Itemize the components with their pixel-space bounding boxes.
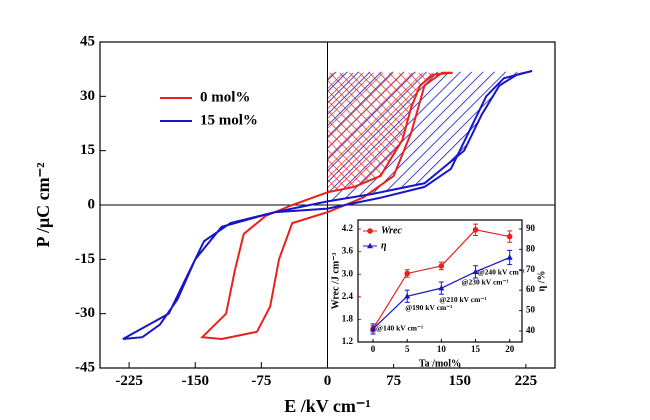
y-tick-label: -45 bbox=[75, 359, 95, 375]
y2-tick-label: 90 bbox=[526, 223, 536, 233]
legend-marker bbox=[367, 228, 373, 234]
x-axis-label: E /kV cm⁻¹ bbox=[284, 396, 371, 416]
x-tick-label: 225 bbox=[515, 373, 538, 389]
y-axis-label: Wrec /J cm⁻³ bbox=[330, 253, 341, 310]
x-tick-label: 0 bbox=[371, 344, 376, 354]
y2-tick-label: 60 bbox=[526, 284, 536, 294]
marker bbox=[438, 284, 445, 291]
x-tick-label: 5 bbox=[405, 344, 410, 354]
y-tick-label: 4.2 bbox=[342, 223, 354, 233]
legend-label: 15 mol% bbox=[200, 112, 258, 128]
annotation: @230 kV cm⁻¹ bbox=[462, 278, 509, 287]
y-tick-label: 3.0 bbox=[342, 268, 354, 278]
legend-label: Wrec bbox=[381, 225, 402, 236]
red-hatch bbox=[327, 72, 453, 193]
annotation: @190 kV cm⁻¹ bbox=[405, 303, 452, 312]
marker bbox=[472, 268, 479, 275]
marker bbox=[506, 233, 513, 240]
marker bbox=[438, 263, 445, 269]
y2-tick-label: 80 bbox=[526, 243, 536, 253]
y-tick-label: 30 bbox=[80, 88, 95, 104]
marker bbox=[370, 325, 377, 332]
series-line bbox=[122, 70, 533, 341]
y-tick-label: 2.4 bbox=[342, 291, 354, 301]
plot-frame bbox=[99, 41, 556, 369]
y-tick-label: 3.6 bbox=[342, 246, 354, 256]
x-tick-label: 15 bbox=[471, 344, 481, 354]
y-tick-label: 1.2 bbox=[342, 336, 354, 346]
x-tick-label: -150 bbox=[181, 373, 209, 389]
x-tick-label: 75 bbox=[386, 373, 401, 389]
legend-label: η bbox=[381, 240, 387, 251]
annotation: @140 kV cm⁻¹ bbox=[376, 324, 423, 333]
x-tick-label: 20 bbox=[505, 344, 515, 354]
y-tick-label: 1.8 bbox=[342, 313, 354, 323]
marker bbox=[404, 293, 411, 299]
marker bbox=[506, 254, 513, 260]
x-tick-label: -75 bbox=[251, 373, 271, 389]
y-tick-label: -15 bbox=[75, 251, 95, 267]
hatch-area bbox=[327, 71, 532, 202]
y2-tick-label: 70 bbox=[526, 264, 536, 274]
x-tick-label: 150 bbox=[449, 373, 472, 389]
legend-marker bbox=[367, 242, 373, 249]
plot-frame bbox=[357, 219, 523, 343]
series-line bbox=[200, 71, 453, 341]
x-tick-label: -225 bbox=[115, 373, 143, 389]
marker bbox=[472, 226, 479, 233]
marker bbox=[404, 270, 411, 277]
legend-label: 0 mol% bbox=[200, 89, 250, 105]
y2-tick-label: 50 bbox=[526, 305, 536, 315]
y-axis-label: P /μC cm⁻² bbox=[33, 162, 53, 247]
y-tick-label: 0 bbox=[88, 196, 96, 212]
annotation: @210 kV cm⁻¹ bbox=[439, 295, 486, 304]
x-axis-label: Ta /mol% bbox=[419, 358, 461, 369]
y-tick-label: 45 bbox=[80, 33, 95, 49]
y-tick-label: -30 bbox=[75, 305, 95, 321]
x-tick-label: 0 bbox=[324, 373, 332, 389]
x-tick-label: 10 bbox=[437, 344, 447, 354]
y2-tick-label: 40 bbox=[526, 325, 536, 335]
y2-axis-label: η /% bbox=[536, 271, 547, 292]
annotation: @240 kV cm⁻¹ bbox=[478, 267, 525, 276]
y-tick-label: 15 bbox=[80, 142, 95, 158]
